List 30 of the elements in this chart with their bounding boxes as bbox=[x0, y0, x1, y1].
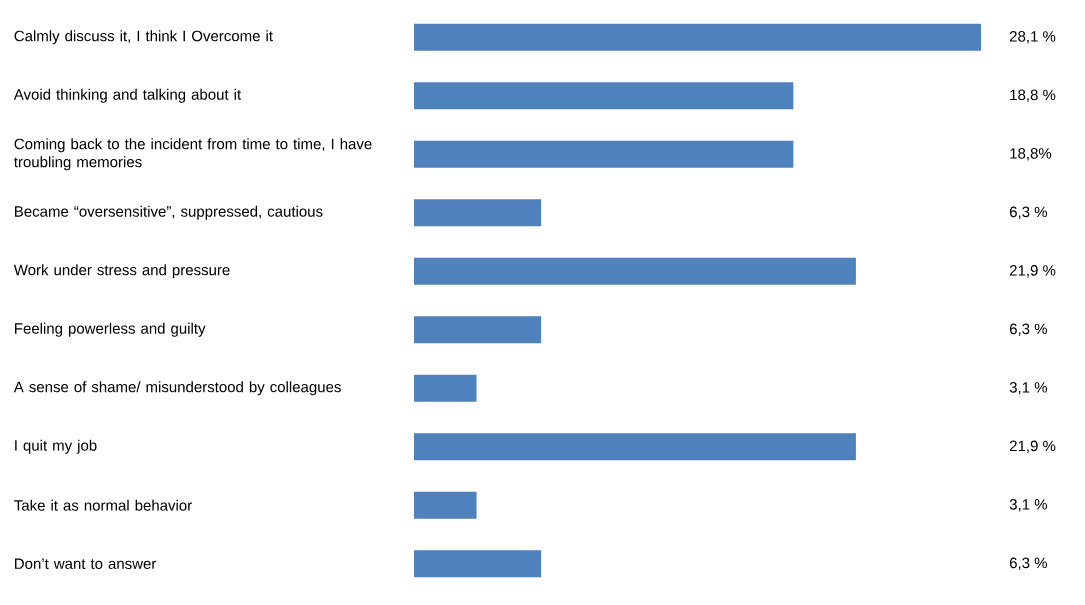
y-tick-label: Work under stress and pressure bbox=[13, 264, 230, 279]
bar bbox=[414, 491, 477, 519]
y-tick-label: Feeling powerless and guilty bbox=[15, 322, 206, 337]
bar bbox=[414, 257, 856, 285]
y-tick-label: Became “oversensitive”, suppressed, cautious bbox=[15, 205, 323, 220]
bar bbox=[414, 140, 794, 168]
data-label: 3,1 % bbox=[1009, 382, 1047, 395]
bar bbox=[414, 23, 981, 51]
y-tick-label: Don’t want to answer bbox=[15, 558, 157, 569]
data-label: 3,1 % bbox=[1009, 499, 1047, 512]
y-tick-label: Avoid thinking and talking about it bbox=[13, 88, 242, 103]
y-tick-label: Take it as normal behavior bbox=[14, 499, 192, 511]
bar bbox=[414, 433, 856, 461]
data-label: 18,8% bbox=[1010, 148, 1052, 161]
bar bbox=[414, 550, 542, 578]
y-tick-label: Calmly discuss it, I think I Overcome it bbox=[14, 30, 273, 45]
y-tick-label: Coming back to the incident from time to time, I have troubling memories bbox=[14, 138, 372, 171]
bar bbox=[414, 316, 542, 344]
data-label: 6,3 % bbox=[1009, 323, 1047, 336]
data-label: 18,8 % bbox=[1010, 89, 1056, 102]
data-label: 6,3 % bbox=[1009, 206, 1047, 219]
y-tick-label: A sense of shame/ misunderstood by colleagues bbox=[13, 381, 341, 396]
y-tick-label: I quit my job bbox=[15, 439, 97, 454]
bar bbox=[414, 82, 794, 110]
data-label: 28,1 % bbox=[1009, 31, 1056, 44]
data-label: 6,3 % bbox=[1009, 557, 1047, 570]
bar bbox=[414, 199, 542, 227]
data-label: 21,9 % bbox=[1009, 440, 1056, 453]
data-label: 21,9 % bbox=[1009, 265, 1056, 278]
bar bbox=[414, 374, 477, 402]
